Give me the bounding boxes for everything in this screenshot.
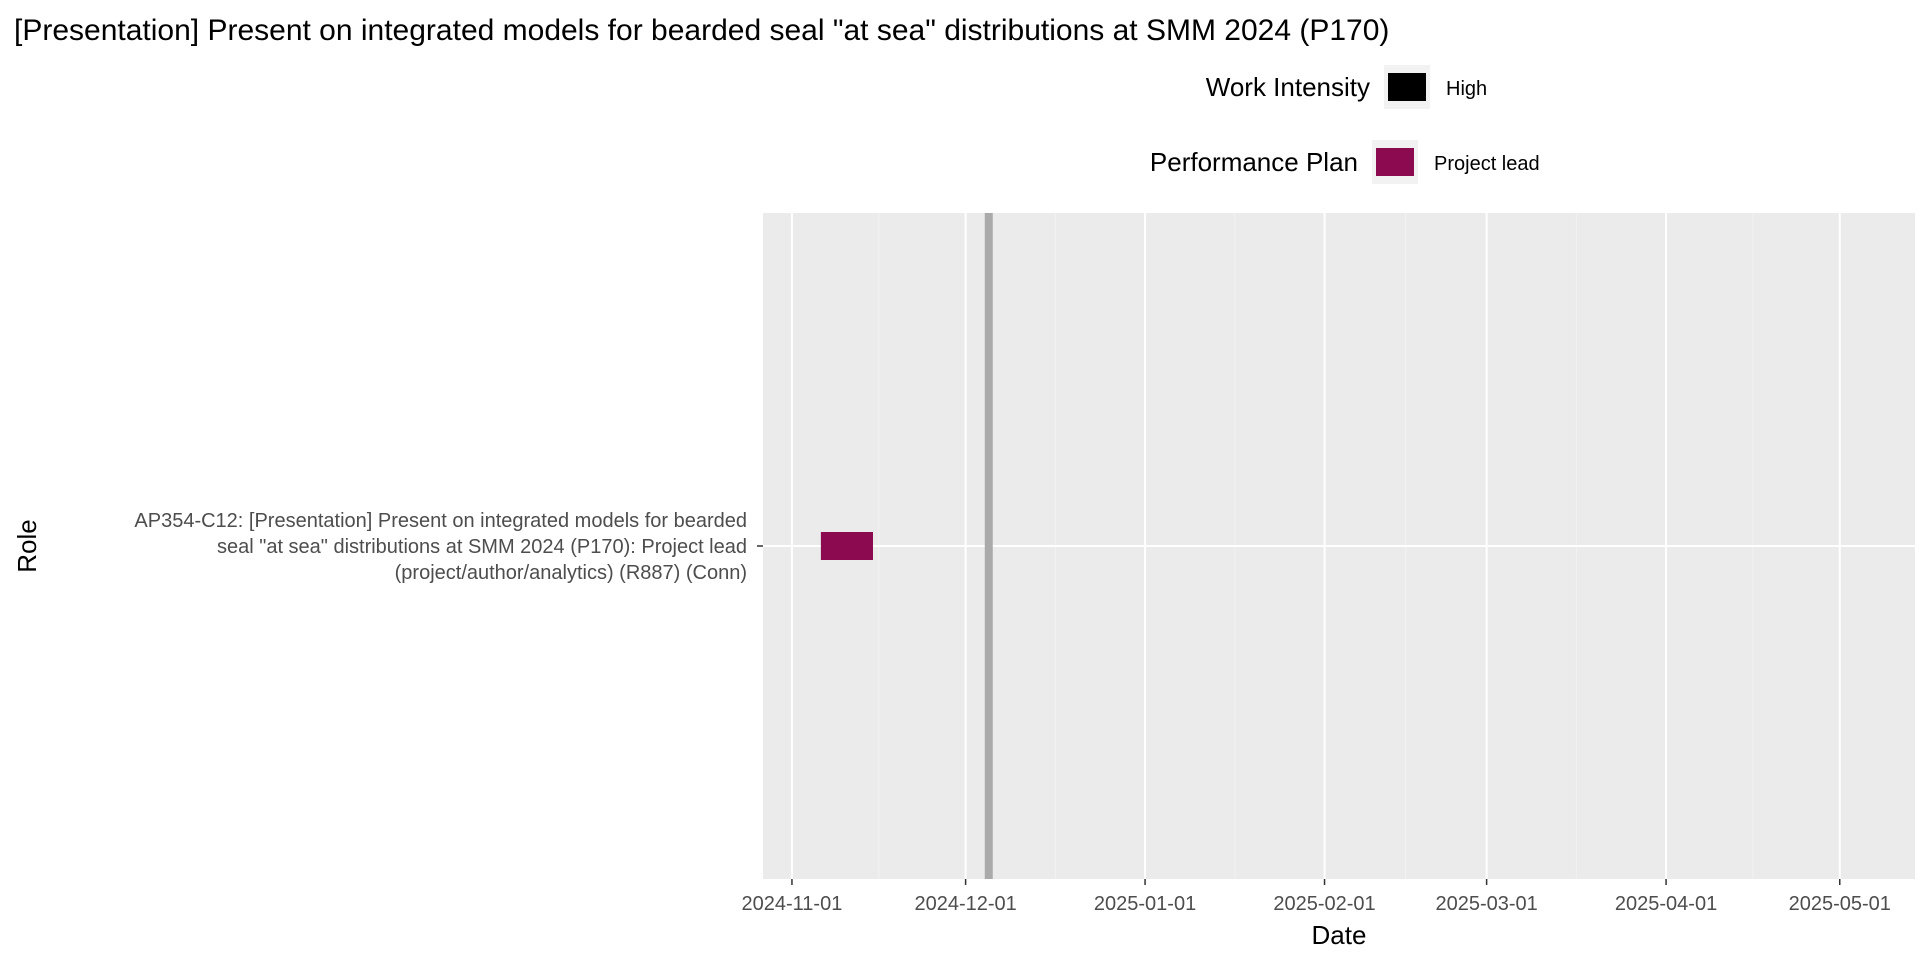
x-axis-title: Date — [1312, 920, 1367, 950]
y-axis-title: Role — [12, 519, 42, 572]
x-tick-label: 2025-01-01 — [1094, 893, 1196, 915]
axes: 2024-11-01 2024-12-01 2025-01-01 2025-02-01… — [134, 510, 1891, 915]
legend-label: High — [1446, 78, 1487, 100]
legend-group: Work Intensity High Performance Plan Projec… — [1150, 65, 1540, 184]
legend-swatch — [1376, 148, 1414, 176]
x-tick-label: 2025-04-01 — [1615, 893, 1717, 915]
legend-title: Work Intensity — [1206, 72, 1370, 102]
legend: Work Intensity High — [1206, 65, 1487, 109]
chart-marks — [820, 213, 993, 879]
y-tick-label: AP354-C12: [Presentation] Present on int… — [134, 510, 747, 584]
gantt-bar — [820, 532, 873, 560]
x-tick-label: 2024-11-01 — [742, 893, 843, 915]
y-tick-label-line: (project/author/analytics) (R887) (Conn) — [395, 562, 747, 584]
x-tick-label: 2024-12-01 — [914, 893, 1016, 915]
gridlines — [763, 213, 1915, 879]
legend: Performance Plan Project lead — [1150, 140, 1540, 184]
x-tick-label: 2025-05-01 — [1789, 893, 1891, 915]
legend-title: Performance Plan — [1150, 147, 1358, 177]
y-tick-label-line: AP354-C12: [Presentation] Present on int… — [134, 510, 747, 532]
chart-title: [Presentation] Present on integrated mod… — [14, 14, 1389, 47]
x-tick-label: 2025-02-01 — [1273, 893, 1375, 915]
y-tick-label-line: seal "at sea" distributions at SMM 2024 … — [217, 536, 747, 558]
legend-swatch — [1388, 73, 1426, 101]
x-tick-label: 2025-03-01 — [1435, 893, 1537, 915]
legend-label: Project lead — [1434, 153, 1540, 175]
